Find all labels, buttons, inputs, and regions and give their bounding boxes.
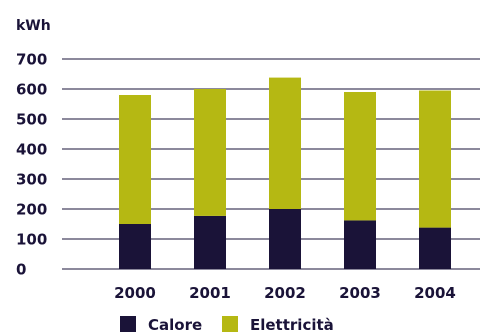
bar-calore-2004: [419, 227, 451, 269]
bar-elettricit--2000: [119, 95, 151, 224]
x-tick-label: 2001: [189, 284, 231, 302]
bar-calore-2001: [194, 215, 226, 269]
y-axis-ticks: 0 100 200 300 400 500 600 700: [16, 51, 47, 279]
x-tick-label: 2002: [264, 284, 306, 302]
bar-elettricit--2002: [269, 77, 301, 209]
bar-calore-2002: [269, 209, 301, 269]
bar-elettricit--2001: [194, 89, 226, 216]
bar-elettricit--2003: [344, 92, 376, 221]
y-axis-unit-label: kWh: [16, 18, 51, 34]
legend-swatch-calore: [120, 316, 136, 332]
legend-swatch-elettricit-: [222, 316, 238, 332]
y-tick-label: 600: [16, 81, 47, 99]
bar-calore-2000: [119, 224, 151, 269]
x-tick-label: 2000: [114, 284, 156, 302]
x-tick-label: 2003: [339, 284, 381, 302]
y-tick-label: 700: [16, 51, 47, 69]
y-tick-label: 100: [16, 231, 47, 249]
y-tick-label: 300: [16, 171, 47, 189]
legend-label: Elettricità: [250, 316, 334, 334]
y-tick-label: 0: [16, 261, 26, 279]
x-axis-ticks: 2000 2001 2002 2003 2004: [114, 284, 456, 302]
legend: Calore Elettricità: [120, 316, 334, 334]
y-tick-label: 500: [16, 111, 47, 129]
x-tick-label: 2004: [414, 284, 456, 302]
y-tick-label: 400: [16, 141, 47, 159]
bar-elettricit--2004: [419, 90, 451, 228]
bar-calore-2003: [344, 220, 376, 269]
legend-label: Calore: [148, 316, 202, 334]
bars: [119, 77, 451, 269]
y-tick-label: 200: [16, 201, 47, 219]
